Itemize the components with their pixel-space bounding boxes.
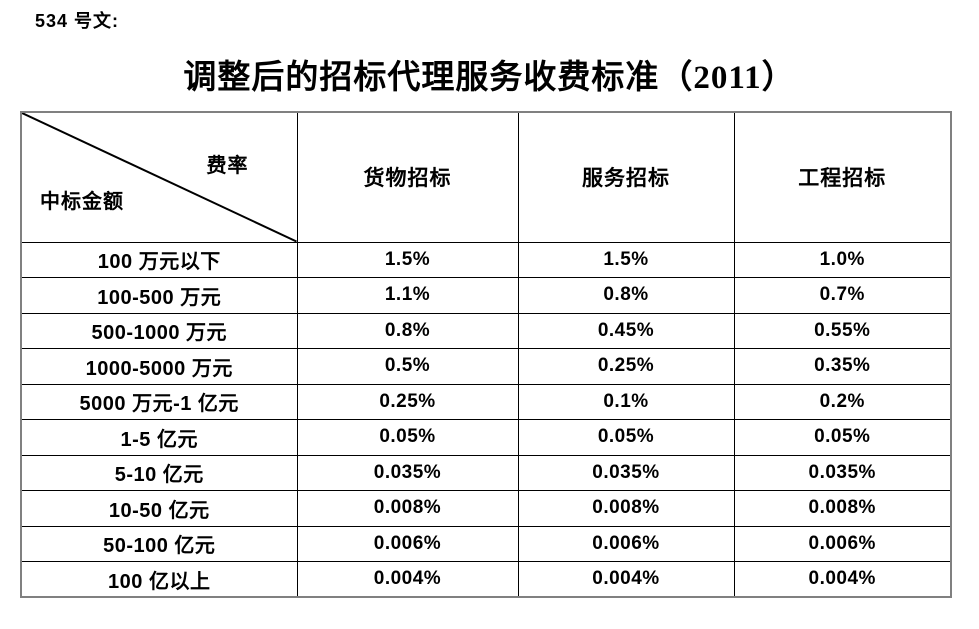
- fee-value-cell: 0.25%: [296, 383, 519, 420]
- fee-value-cell: 0.006%: [733, 525, 952, 562]
- row-label: 5-10 亿元: [20, 454, 298, 491]
- fee-value-cell: 0.8%: [517, 277, 735, 314]
- corner-label-amount: 中标金额: [40, 191, 124, 213]
- column-header-services: 服务招标: [517, 111, 735, 243]
- doc-number-label: 534 号文:: [35, 11, 120, 31]
- table-row: 100 万元以下 1.5% 1.5% 1.0%: [20, 241, 952, 278]
- fee-table: 费率 中标金额 货物招标 服务招标 工程招标 100 万元以下 1.5% 1.5% 1…: [20, 111, 952, 598]
- page-title: 调整后的招标代理服务收费标准（2011）: [183, 60, 796, 96]
- row-label: 1000-5000 万元: [20, 348, 298, 385]
- column-header-goods: 货物招标: [296, 111, 519, 243]
- table-row: 500-1000 万元 0.8% 0.45% 0.55%: [20, 312, 952, 349]
- fee-value-cell: 0.008%: [296, 490, 519, 527]
- fee-value-cell: 1.5%: [517, 241, 735, 278]
- diagonal-divider-line: [22, 113, 297, 242]
- row-label: 100 万元以下: [20, 241, 298, 278]
- fee-value-cell: 0.05%: [296, 419, 519, 456]
- table-row: 1-5 亿元 0.05% 0.05% 0.05%: [20, 419, 952, 456]
- fee-value-cell: 0.5%: [296, 348, 519, 385]
- fee-value-cell: 0.8%: [296, 312, 519, 349]
- fee-value-cell: 0.05%: [517, 419, 735, 456]
- row-label: 1-5 亿元: [20, 419, 298, 456]
- table-row: 100 亿以上 0.004% 0.004% 0.004%: [20, 561, 952, 598]
- fee-value-cell: 1.0%: [733, 241, 952, 278]
- fee-value-cell: 0.2%: [733, 383, 952, 420]
- fee-value-cell: 0.55%: [733, 312, 952, 349]
- table-row: 5-10 亿元 0.035% 0.035% 0.035%: [20, 454, 952, 491]
- row-label: 10-50 亿元: [20, 490, 298, 527]
- fee-value-cell: 0.006%: [517, 525, 735, 562]
- table-row: 10-50 亿元 0.008% 0.008% 0.008%: [20, 490, 952, 527]
- row-label: 100 亿以上: [20, 561, 298, 598]
- fee-value-cell: 0.008%: [733, 490, 952, 527]
- table-row: 50-100 亿元 0.006% 0.006% 0.006%: [20, 525, 952, 562]
- corner-label-rate: 费率: [206, 155, 249, 177]
- table-row: 100-500 万元 1.1% 0.8% 0.7%: [20, 277, 952, 314]
- fee-value-cell: 0.45%: [517, 312, 735, 349]
- fee-value-cell: 0.1%: [517, 383, 735, 420]
- fee-value-cell: 0.004%: [517, 561, 735, 598]
- row-label: 5000 万元-1 亿元: [20, 383, 298, 420]
- table-header-row: 费率 中标金额 货物招标 服务招标 工程招标: [20, 111, 952, 243]
- row-label: 500-1000 万元: [20, 312, 298, 349]
- table-row: 5000 万元-1 亿元 0.25% 0.1% 0.2%: [20, 383, 952, 420]
- fee-value-cell: 0.004%: [733, 561, 952, 598]
- fee-value-cell: 0.7%: [733, 277, 952, 314]
- fee-value-cell: 1.5%: [296, 241, 519, 278]
- column-header-engineering: 工程招标: [733, 111, 952, 243]
- fee-value-cell: 0.035%: [517, 454, 735, 491]
- fee-value-cell: 0.25%: [517, 348, 735, 385]
- row-label: 50-100 亿元: [20, 525, 298, 562]
- table-body: 100 万元以下 1.5% 1.5% 1.0% 100-500 万元 1.1% 0.8% 0.…: [20, 241, 952, 598]
- fee-value-cell: 0.05%: [733, 419, 952, 456]
- fee-value-cell: 0.035%: [733, 454, 952, 491]
- fee-value-cell: 0.004%: [296, 561, 519, 598]
- fee-value-cell: 0.006%: [296, 525, 519, 562]
- corner-cell: 费率 中标金额: [20, 111, 298, 243]
- fee-value-cell: 0.035%: [296, 454, 519, 491]
- fee-value-cell: 1.1%: [296, 277, 519, 314]
- fee-value-cell: 0.35%: [733, 348, 952, 385]
- table-row: 1000-5000 万元 0.5% 0.25% 0.35%: [20, 348, 952, 385]
- row-label: 100-500 万元: [20, 277, 298, 314]
- fee-value-cell: 0.008%: [517, 490, 735, 527]
